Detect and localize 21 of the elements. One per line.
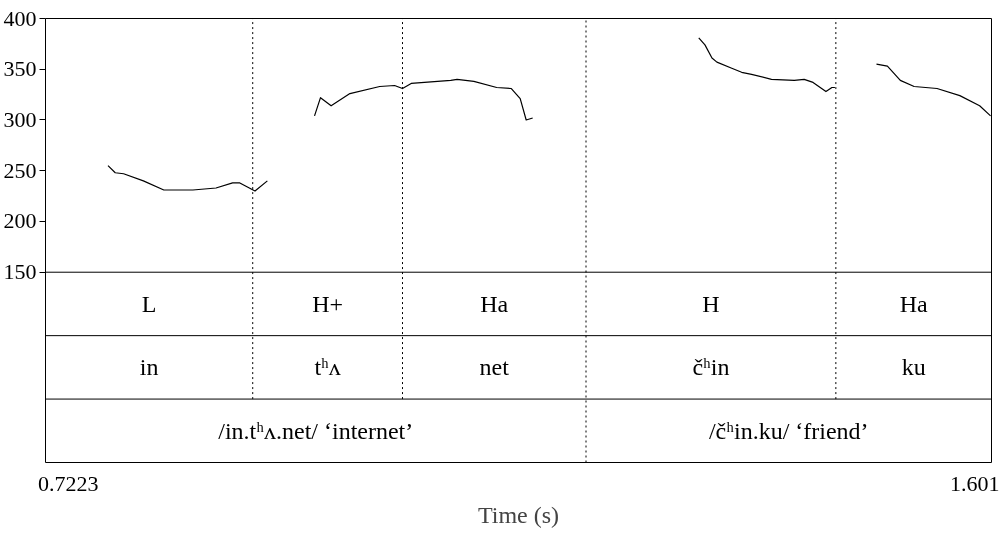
y-tick-label: 250 — [3, 157, 37, 183]
x-axis-title: Time (s) — [477, 501, 560, 528]
annotation: tʰʌ — [314, 354, 341, 381]
annotation: net — [479, 354, 510, 381]
y-tick-label: 350 — [3, 56, 37, 82]
y-tick-label: 300 — [3, 106, 37, 132]
annotation: L — [141, 290, 157, 317]
annotation: H+ — [312, 290, 344, 317]
annotation: čʰin — [692, 354, 730, 381]
x-tick-label: 1.601 — [949, 470, 1000, 496]
annotation: /čʰin.ku/ ‘friend’ — [708, 417, 869, 444]
x-tick-label: 0.7223 — [38, 470, 99, 496]
y-tick-label: 200 — [3, 208, 37, 234]
annotation: ku — [901, 354, 926, 381]
y-tick-label: 150 — [3, 259, 37, 285]
y-tick-label: 400 — [3, 5, 37, 31]
annotation: H — [702, 290, 720, 317]
annotation: Ha — [899, 290, 929, 317]
annotation: /in.tʰʌ.net/ ‘internet’ — [218, 417, 414, 444]
annotation: in — [139, 354, 159, 381]
annotation: Ha — [480, 290, 509, 317]
